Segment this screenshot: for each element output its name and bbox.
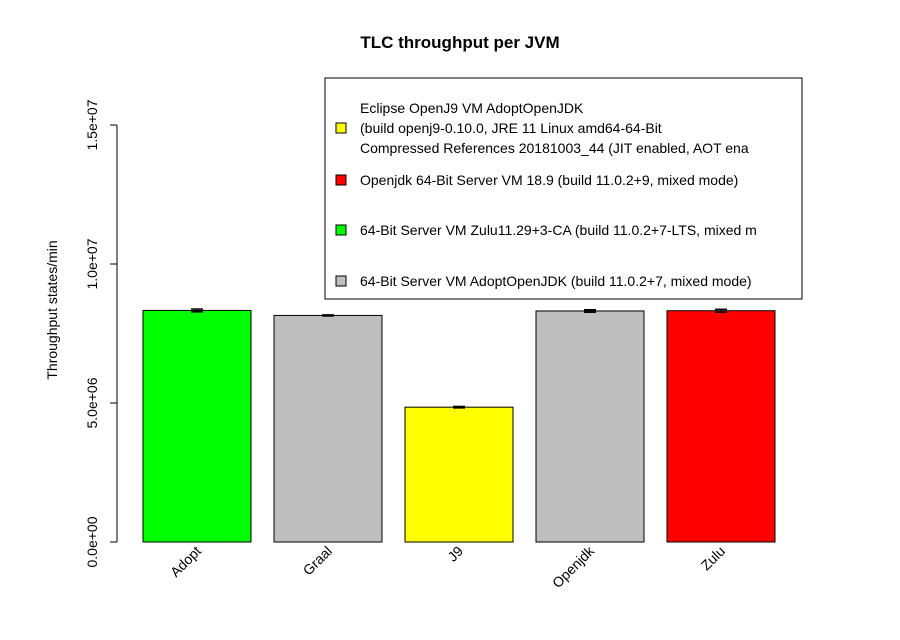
legend-box bbox=[324, 77, 803, 300]
y-tick-label: 0.0e+00 bbox=[84, 516, 100, 567]
x-tick-label: Openjdk bbox=[549, 542, 598, 591]
legend-swatch bbox=[335, 122, 347, 134]
y-tick-label: 1.5e+07 bbox=[84, 99, 100, 150]
bar-graal bbox=[273, 314, 383, 543]
legend: Eclipse OpenJ9 VM AdoptOpenJDK (build ope… bbox=[324, 77, 803, 300]
y-tick-label: 1.0e+07 bbox=[84, 238, 100, 289]
x-axis-labels: Adopt Graal J9 Openjdk Zulu bbox=[167, 542, 728, 591]
legend-entry-text: 64-Bit Server VM AdoptOpenJDK (build 11.… bbox=[360, 273, 752, 289]
y-axis-ticks: 0.0e+00 5.0e+06 1.0e+07 1.5e+07 bbox=[84, 99, 117, 568]
x-tick-label: Adopt bbox=[167, 543, 204, 580]
y-axis-label: Throughput states/min bbox=[44, 240, 60, 379]
bars bbox=[142, 308, 776, 543]
bar-adopt bbox=[142, 309, 252, 543]
bar-zulu bbox=[666, 310, 776, 543]
x-tick-label: J9 bbox=[444, 543, 466, 565]
legend-entry-text: Eclipse OpenJ9 VM AdoptOpenJDK bbox=[360, 100, 584, 116]
legend-swatch bbox=[335, 275, 347, 287]
legend-entry-text: Compressed References 20181003_44 (JIT e… bbox=[360, 140, 749, 156]
legend-swatch bbox=[335, 224, 347, 236]
legend-swatch bbox=[335, 174, 347, 186]
legend-entry-text: (build openj9-0.10.0, JRE 11 Linux amd64… bbox=[360, 120, 662, 136]
y-tick-label: 5.0e+06 bbox=[84, 377, 100, 428]
legend-entry-text: Openjdk 64-Bit Server VM 18.9 (build 11.… bbox=[360, 172, 738, 188]
chart-title: TLC throughput per JVM bbox=[360, 33, 559, 52]
legend-entry-text: 64-Bit Server VM Zulu11.29+3-CA (build 1… bbox=[360, 222, 757, 238]
x-tick-label: Zulu bbox=[698, 543, 729, 574]
bar-openjdk bbox=[535, 310, 645, 543]
x-tick-label: Graal bbox=[300, 543, 336, 579]
bar-j9 bbox=[404, 406, 514, 543]
